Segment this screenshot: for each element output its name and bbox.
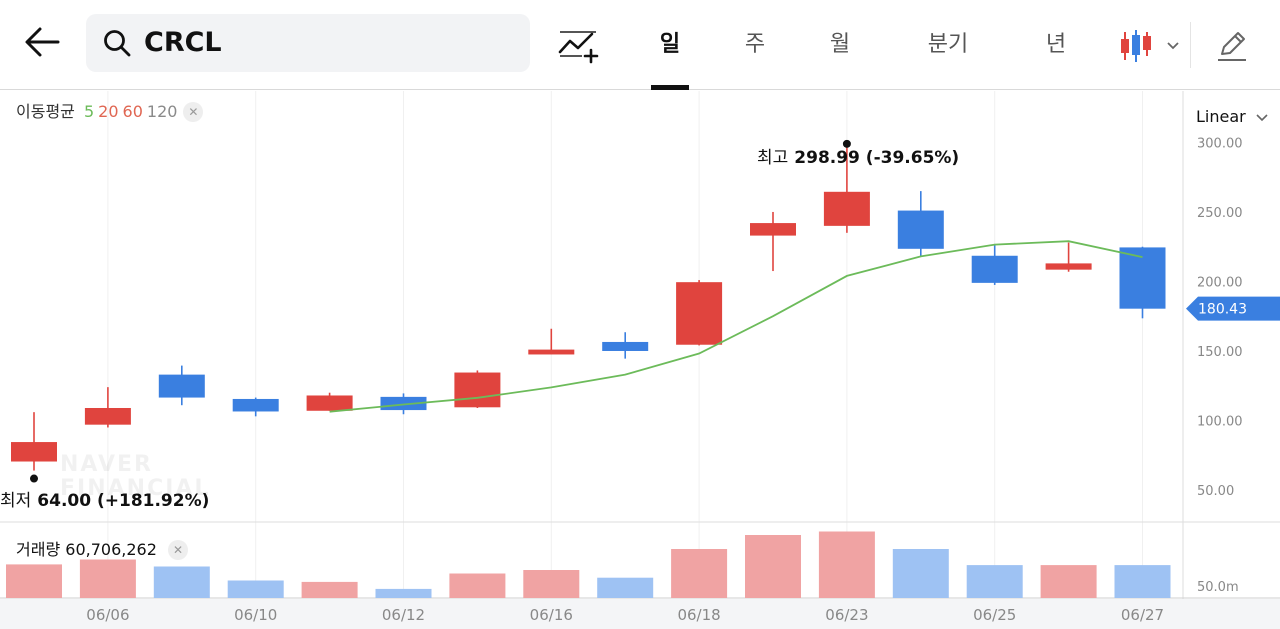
candle-body xyxy=(1119,247,1166,309)
x-axis-date-label: 06/27 xyxy=(1121,606,1164,624)
last-price-label: 180.43 xyxy=(1198,302,1247,318)
volume-bar xyxy=(79,559,136,598)
chevron-down-icon xyxy=(1256,107,1268,129)
add-indicator-icon xyxy=(558,31,599,64)
ma-60-label: 60 xyxy=(122,102,143,121)
search-icon xyxy=(104,30,131,57)
volume-bar xyxy=(523,570,580,598)
volume-bar xyxy=(153,566,210,598)
chevron-down-icon xyxy=(1167,42,1179,50)
scale-selector[interactable]: Linear xyxy=(1196,106,1268,128)
volume-bar xyxy=(301,581,358,598)
x-axis-date-label: 06/25 xyxy=(973,606,1016,624)
volume-bar xyxy=(449,573,506,598)
volume-bar xyxy=(227,580,284,598)
volume-bar xyxy=(818,531,875,598)
draw-button[interactable] xyxy=(1212,26,1252,66)
volume-bar xyxy=(597,577,654,598)
candle-body xyxy=(84,407,131,425)
x-axis-date-label: 06/12 xyxy=(382,606,425,624)
x-axis-date-label: 06/23 xyxy=(825,606,868,624)
moving-average-legend: 이동평균 5 20 60 120 ✕ xyxy=(16,101,207,123)
tab-year[interactable]: 년 xyxy=(1045,32,1067,57)
add-indicator-button[interactable] xyxy=(556,26,600,64)
high-price-annotation: 최고 298.99 (-39.65%) xyxy=(757,147,959,169)
active-tab-indicator xyxy=(651,85,689,90)
y-axis-tick-label: 100.00 xyxy=(1197,415,1243,430)
candle-body xyxy=(1045,263,1092,270)
y-axis-tick-label: 250.00 xyxy=(1197,206,1243,221)
tab-day[interactable]: 일 xyxy=(659,32,681,57)
volume-bar xyxy=(375,588,432,598)
y-axis-tick-label: 150.00 xyxy=(1197,345,1243,360)
volume-bar xyxy=(966,565,1023,598)
tab-week[interactable]: 주 xyxy=(744,32,766,57)
ma-5-label: 5 xyxy=(83,102,95,121)
x-axis-date-label: 06/06 xyxy=(86,606,129,624)
candle-body xyxy=(306,395,353,411)
candle-body xyxy=(823,191,870,226)
y-axis-tick-label: 200.00 xyxy=(1197,275,1243,290)
search-query[interactable]: CRCL xyxy=(144,27,222,58)
last-price-tag xyxy=(1186,296,1280,321)
candle-body xyxy=(158,374,205,398)
x-axis-date-label: 06/18 xyxy=(677,606,720,624)
volume-legend: 거래량 60,706,262 ✕ xyxy=(16,539,188,561)
tab-month[interactable]: 월 xyxy=(829,32,851,57)
search-bar[interactable]: CRCL xyxy=(86,14,530,72)
volume-bar xyxy=(6,564,62,598)
low-label: 최저 xyxy=(0,491,32,511)
back-button[interactable] xyxy=(20,22,64,62)
candle-body xyxy=(750,223,796,236)
volume-bar xyxy=(745,535,801,598)
candle-body xyxy=(971,255,1018,283)
candle-body xyxy=(232,398,279,412)
candle-body xyxy=(897,210,944,249)
candle-body xyxy=(602,341,649,351)
pencil-icon xyxy=(1218,32,1246,61)
scale-label: Linear xyxy=(1196,107,1246,126)
low-marker-dot xyxy=(30,474,38,483)
low-value: 64.00 (+181.92%) xyxy=(37,491,210,511)
candle-body xyxy=(454,372,501,408)
high-label: 최고 xyxy=(757,148,789,168)
high-value: 298.99 (-39.65%) xyxy=(794,148,960,168)
toolbar-divider xyxy=(1190,22,1191,68)
tab-quarter[interactable]: 분기 xyxy=(927,32,969,57)
ma-legend-title: 이동평균 xyxy=(16,102,75,121)
y-axis-tick-label: 50.00 xyxy=(1197,484,1234,499)
x-axis-date-label: 06/10 xyxy=(234,606,277,624)
ma-120-label: 120 xyxy=(146,102,178,121)
ma-5-line xyxy=(329,240,1143,413)
candle-body xyxy=(528,349,575,355)
candlestick-icon xyxy=(1121,30,1151,62)
candle-body xyxy=(380,396,427,411)
volume-bar xyxy=(1114,565,1171,598)
y-axis-tick-label: 300.00 xyxy=(1197,136,1243,151)
chart-toolbar: CRCL 일 주 월 분기 년 xyxy=(0,0,1280,90)
watermark-logo: NAVER FINANCIAL xyxy=(60,452,211,501)
candle-body xyxy=(11,442,57,462)
high-marker-dot xyxy=(842,139,851,148)
x-axis-date-label: 06/16 xyxy=(530,606,573,624)
volume-bar xyxy=(1040,565,1097,598)
volume-value: 60,706,262 xyxy=(65,540,157,559)
volume-label: 거래량 xyxy=(16,540,61,559)
close-volume-legend-button[interactable]: ✕ xyxy=(167,540,188,560)
close-ma-legend-button[interactable]: ✕ xyxy=(183,102,204,122)
low-price-annotation: 최저 64.00 (+181.92%) xyxy=(0,490,209,512)
price-chart[interactable]: 300.00 250.00 200.00 150.00 100.00 50.00 50.0m… xyxy=(0,91,1280,629)
volume-bar xyxy=(671,549,728,598)
volume-axis-tick-label: 50.0m xyxy=(1197,580,1239,595)
time-axis-background xyxy=(0,599,1280,629)
chart-type-selector[interactable] xyxy=(1116,26,1182,66)
ma-20-label: 20 xyxy=(98,102,119,121)
candle-body xyxy=(676,282,723,345)
volume-bar xyxy=(892,549,949,598)
arrow-left-icon xyxy=(25,27,60,57)
